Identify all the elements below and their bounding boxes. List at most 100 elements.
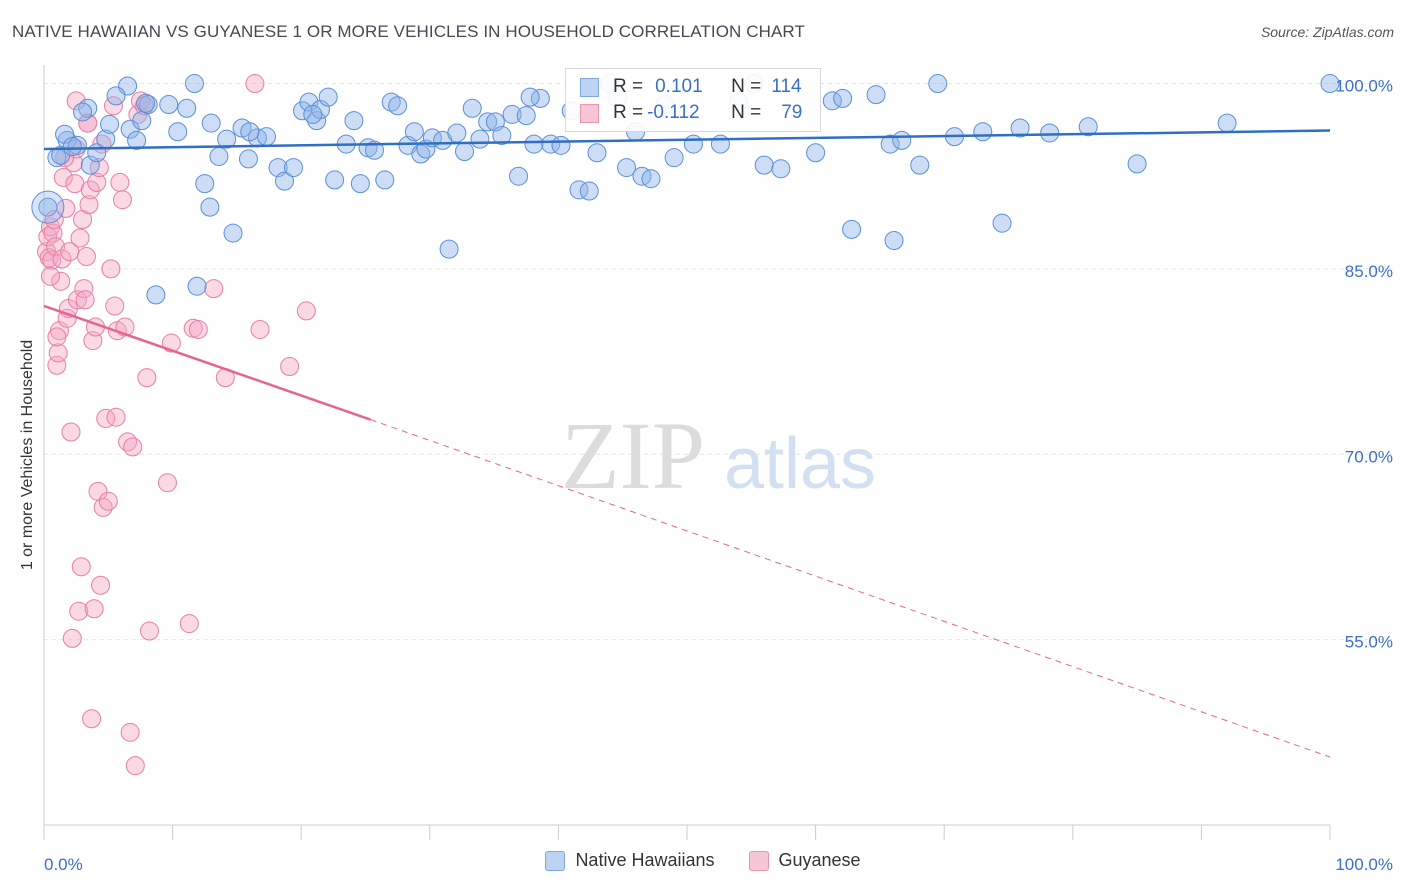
data-point [375,170,395,190]
data-point [641,169,661,189]
data-point [579,181,599,201]
data-point [31,190,65,224]
data-point [462,98,482,118]
y-axis-label: 1 or more Vehicles in Household [19,339,36,571]
data-point [754,155,774,175]
legend-swatch-pink [748,850,769,871]
data-point [96,408,116,428]
data-point [38,197,58,217]
stats-box: R = 0.101 N = 114 R = -0.112 N = 79 [565,68,821,132]
legend-item-native-hawaiians[interactable]: Native Hawaiians [545,850,715,871]
data-point [303,104,323,124]
data-point [55,124,75,144]
data-point [71,557,91,577]
data-point [238,149,258,169]
data-point [79,195,99,215]
data-point [478,112,498,132]
data-point [168,122,188,142]
data-point [123,437,143,457]
data-point [61,422,81,442]
data-point [184,74,204,94]
data-point [296,301,316,321]
data-point [892,130,912,150]
chart-title: NATIVE HAWAIIAN VS GUYANESE 1 OR MORE VE… [12,22,805,41]
stats-n-value: 79 [781,102,803,123]
y-tick-label: 70.0% [1345,447,1393,466]
data-point [283,158,303,178]
data-point [842,219,862,239]
data-point [245,74,265,94]
data-point [78,98,98,118]
data-point [884,230,904,250]
stats-n-label: N = [731,76,762,97]
data-point [587,143,607,163]
data-point [256,127,276,147]
data-point [62,628,82,648]
data-point [325,170,345,190]
data-point [569,180,589,200]
x-tick-label-min: 0.0% [44,855,83,874]
data-point [683,134,703,154]
data-point [136,93,156,113]
stats-n-value: 114 [771,76,802,97]
data-point [48,343,68,363]
trend-lines [43,129,1331,758]
data-point [51,271,71,291]
data-point [110,172,130,192]
data-point [84,599,104,619]
legend: Native Hawaiians Guyanese [0,850,1406,871]
data-point [833,88,853,108]
x-tick-labels: 0.0% 100.0% [44,855,1393,874]
data-point [139,621,159,641]
data-point [87,172,107,192]
data-point [455,142,475,162]
y-tick-label: 55.0% [1345,633,1393,652]
y-tick-labels: 55.0% 70.0% 85.0% 100.0% [1335,77,1393,652]
data-point [44,209,64,229]
data-point [223,223,243,243]
stats-swatch-blue [580,77,599,97]
data-point [240,122,260,142]
data-point [551,135,571,155]
data-point [101,259,121,279]
guyanese-points [37,74,316,776]
data-point [1010,118,1030,138]
data-point [67,290,87,310]
data-point [78,113,98,133]
data-point [541,134,561,154]
data-point [404,122,424,142]
data-point [75,290,95,310]
watermark-zip: ZIP [561,402,705,509]
data-point [806,143,826,163]
data-point [195,174,215,194]
stats-r-value: -0.112 [647,102,700,123]
data-point [524,134,544,154]
watermark-atlas: atlas [724,424,876,504]
data-point [200,197,220,217]
y-tick-label: 100.0% [1335,77,1393,96]
data-point [509,166,529,186]
data-point [280,357,300,377]
data-point [1127,154,1147,174]
data-point [188,319,208,339]
data-point [177,98,197,118]
data-point [910,155,930,175]
data-point [992,213,1012,233]
data-point [381,92,401,112]
data-point [502,104,522,124]
data-point [439,239,459,259]
data-point [53,167,73,187]
data-point [866,85,886,105]
data-point [447,123,467,143]
data-point [80,180,100,200]
data-point [973,122,993,142]
legend-item-guyanese[interactable]: Guyanese [748,850,861,871]
stats-r-label: R = [613,76,644,97]
data-point [209,146,229,166]
data-point [132,111,152,131]
data-point [1217,113,1237,133]
stats-r-value: 0.101 [655,76,703,97]
data-point [710,134,730,154]
data-point [204,279,224,299]
